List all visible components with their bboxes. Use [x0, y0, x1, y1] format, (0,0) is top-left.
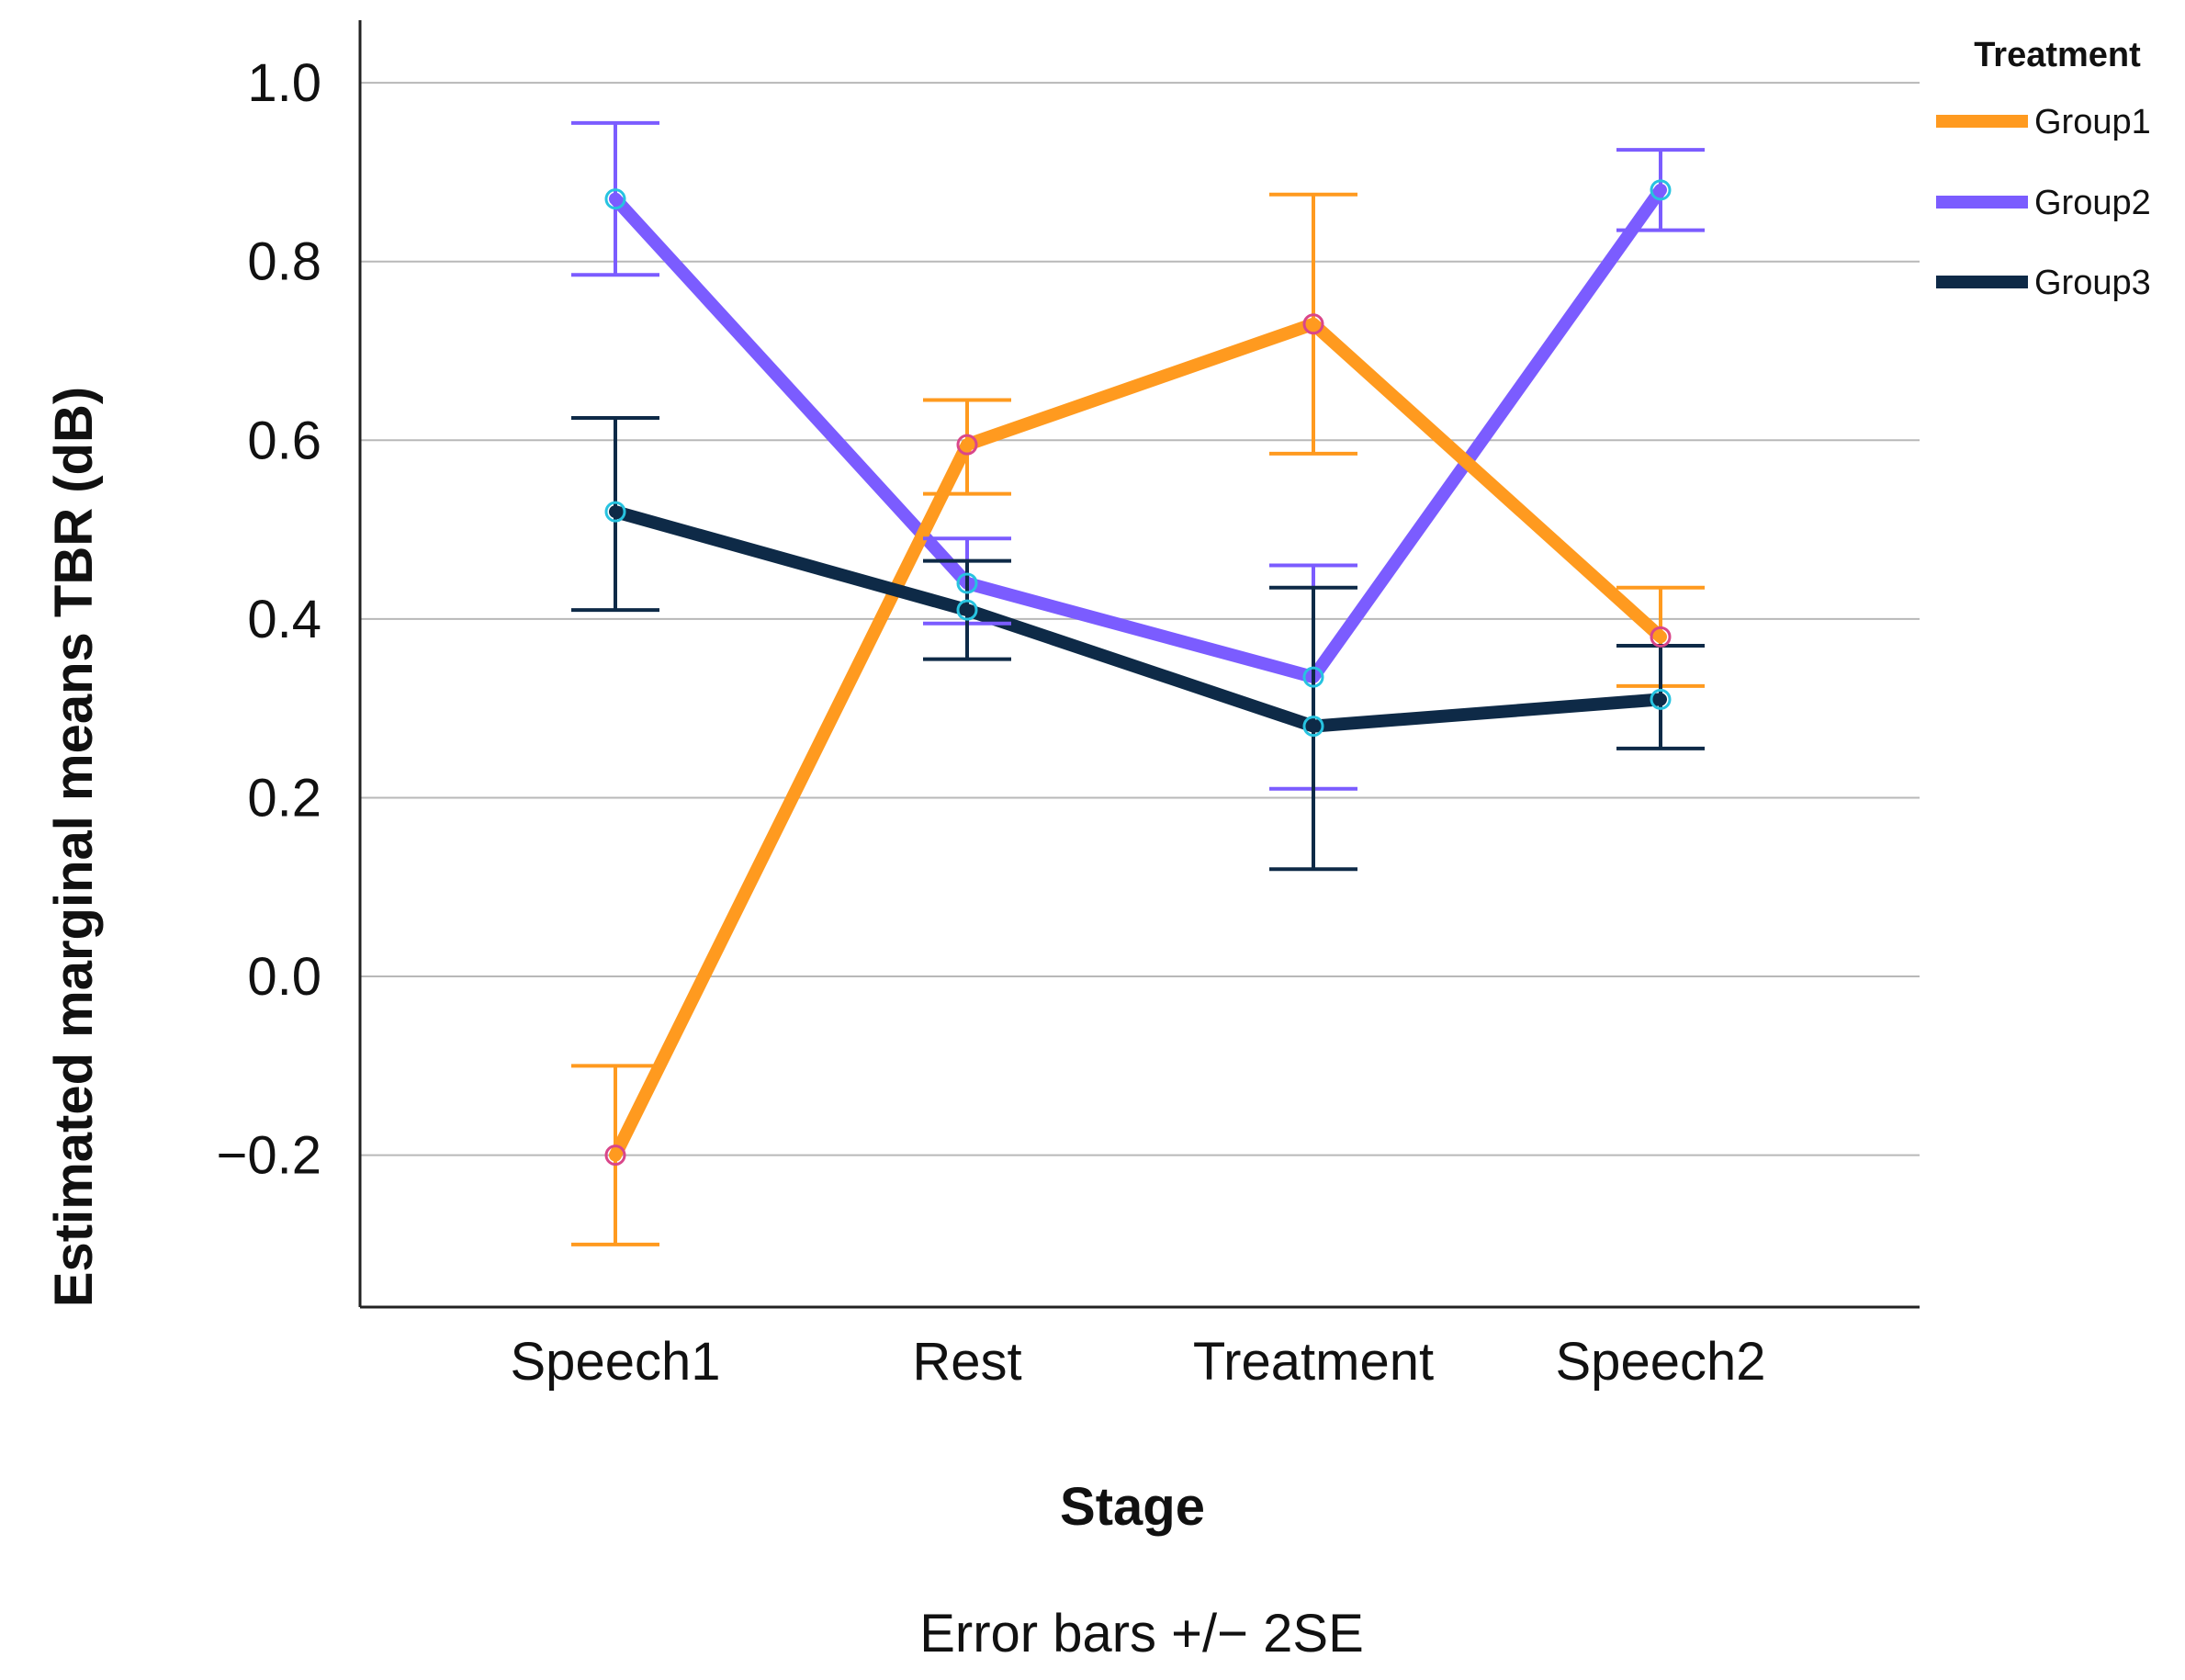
axes	[358, 20, 1920, 1309]
x-tick-labels: Speech1 Rest Treatment Speech2	[511, 1332, 1766, 1392]
x-axis-title: Stage	[1060, 1477, 1205, 1537]
x-tick-label: Rest	[912, 1332, 1021, 1392]
data-point-group1	[1302, 313, 1324, 335]
y-tick-label: 1.0	[247, 53, 321, 113]
legend-title: Treatment	[1974, 36, 2141, 74]
point-markers	[604, 179, 1672, 1167]
data-point-group3	[604, 501, 626, 523]
data-point-group1	[956, 434, 978, 456]
data-point-group1	[1650, 626, 1672, 648]
data-point-group2	[604, 188, 626, 210]
x-tick-label: Treatment	[1193, 1332, 1434, 1392]
data-point-group2	[1650, 179, 1672, 201]
y-tick-label: 0.8	[247, 232, 321, 292]
error-bar-footnote: Error bars +/− 2SE	[919, 1604, 1364, 1663]
y-axis-title: Estimated marginal means TBR (dB)	[44, 387, 104, 1307]
legend-label-group1: Group1	[2034, 103, 2151, 141]
legend-label-group3: Group3	[2034, 264, 2151, 302]
y-tick-label: 0.0	[247, 947, 321, 1007]
series-line-group2	[609, 183, 1667, 684]
legend-label-group2: Group2	[2034, 184, 2151, 222]
y-tick-labels: −0.2 0.0 0.2 0.4 0.6 0.8 1.0	[217, 53, 322, 1186]
series-lines	[609, 183, 1667, 1162]
error-bars	[571, 120, 1705, 1246]
y-tick-label: 0.6	[247, 411, 321, 470]
x-tick-label: Speech1	[511, 1332, 721, 1392]
y-tick-label: −0.2	[217, 1126, 322, 1186]
gridlines	[360, 82, 1920, 1156]
legend: Treatment Group1 Group2 Group3	[1936, 36, 2151, 302]
data-point-group1	[604, 1144, 626, 1167]
data-point-group3	[956, 599, 978, 621]
data-point-group3	[1302, 716, 1324, 738]
y-tick-label: 0.4	[247, 590, 321, 649]
series-line-group1	[609, 317, 1667, 1162]
data-point-group2	[1302, 666, 1324, 688]
data-point-group2	[956, 572, 978, 594]
data-point-group3	[1650, 688, 1672, 710]
series-line-group3	[609, 505, 1667, 733]
x-tick-label: Speech2	[1556, 1332, 1766, 1392]
y-tick-label: 0.2	[247, 768, 321, 828]
